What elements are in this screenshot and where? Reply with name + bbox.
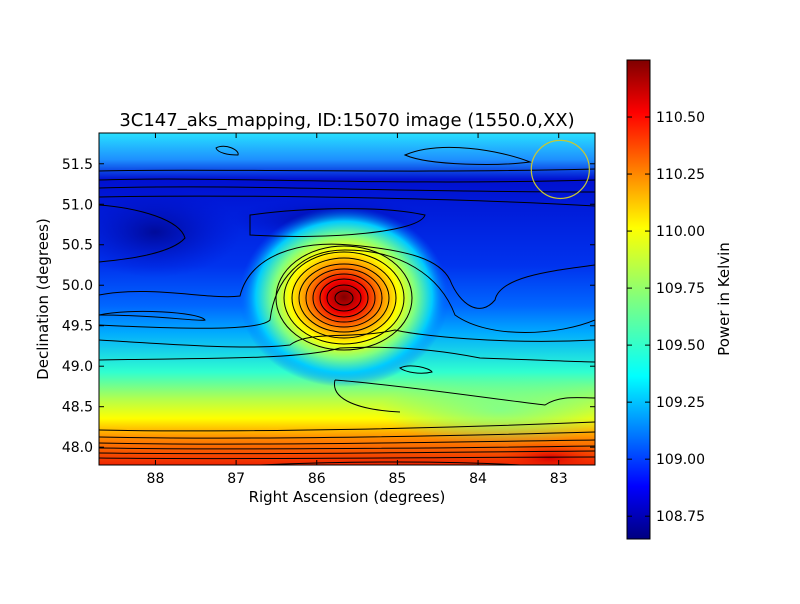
x-tick-label: 84 — [469, 471, 487, 487]
colorbar-ticks: 108.75 109.00 109.25 109.50 109.75 110.00 110.… — [627, 110, 705, 525]
y-tick-label: 49.0 — [62, 359, 93, 375]
colorbar-tick-label: 108.75 — [656, 509, 705, 525]
y-tick-label: 50.5 — [62, 238, 93, 254]
x-tick-label: 88 — [147, 471, 165, 487]
y-axis-label: Declination (degrees) — [34, 218, 52, 380]
x-axis-label: Right Ascension (degrees) — [249, 488, 446, 506]
colorbar-tick-label: 109.00 — [656, 452, 705, 468]
y-axis-ticks: 48.0 48.5 49.0 49.5 50.0 50.5 51.0 51.5 — [62, 157, 595, 456]
y-tick-label: 50.0 — [62, 278, 93, 294]
y-tick-label: 51.0 — [62, 197, 93, 213]
heatmap-image — [99, 133, 595, 465]
x-tick-label: 83 — [550, 471, 568, 487]
colorbar-tick-label: 109.75 — [656, 281, 705, 297]
x-tick-label: 87 — [227, 471, 245, 487]
x-tick-label: 85 — [388, 471, 406, 487]
x-tick-label: 86 — [308, 471, 326, 487]
colorbar — [626, 59, 651, 540]
beam-circle — [530, 139, 590, 200]
chart-title: 3C147_aks_mapping, ID:15070 image (1550.… — [119, 110, 574, 131]
colorbar-tick-label: 110.00 — [656, 224, 705, 240]
y-tick-label: 51.5 — [62, 157, 93, 173]
source-peak — [239, 207, 449, 387]
y-tick-label: 48.0 — [62, 440, 93, 456]
colorbar-tick-label: 109.50 — [656, 338, 705, 354]
contour-lines — [99, 145, 595, 465]
y-tick-label: 49.5 — [62, 319, 93, 335]
colorbar-tick-label: 109.25 — [656, 395, 705, 411]
colorbar-tick-label: 110.25 — [656, 167, 705, 183]
y-tick-label: 48.5 — [62, 400, 93, 416]
plot-frame — [98, 132, 596, 466]
x-axis-ticks: 88 87 86 85 84 83 — [147, 133, 568, 487]
colorbar-label: Power in Kelvin — [715, 242, 733, 356]
colorbar-tick-label: 110.50 — [656, 110, 705, 126]
